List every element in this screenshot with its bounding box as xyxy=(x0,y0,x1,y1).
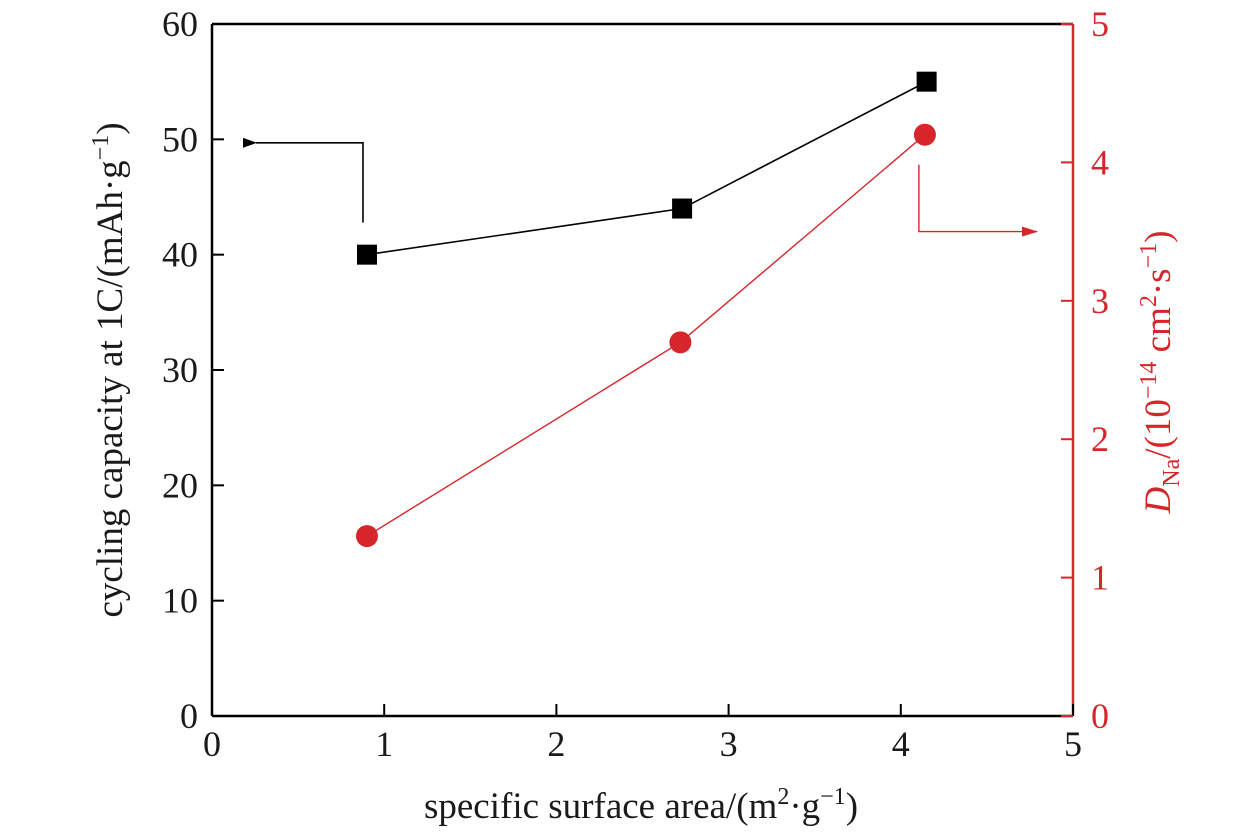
series-1-circle-marker xyxy=(669,331,692,354)
x-title-mid: ·g xyxy=(789,786,820,827)
series-0-square-marker xyxy=(356,244,377,265)
y-right-tick-label: 4 xyxy=(1091,142,1109,182)
y-left-tick-label: 20 xyxy=(162,465,198,505)
y-right-title-prefix: /(10 xyxy=(1138,399,1179,459)
series-1-circle-marker xyxy=(913,123,936,146)
y-right-tick-label: 5 xyxy=(1091,4,1109,44)
y-right-tick-label: 3 xyxy=(1091,281,1109,321)
y-right-title-sup2: 2 xyxy=(1136,295,1162,307)
series-0-line xyxy=(366,80,927,256)
y-right-tick-label: 2 xyxy=(1091,419,1109,459)
y-left-title-suffix: ) xyxy=(90,122,131,134)
series-1-circle-marker xyxy=(355,525,378,548)
y-right-tick-label: 0 xyxy=(1091,696,1109,736)
x-title-sup2: −1 xyxy=(820,784,846,810)
left-axis-arrow xyxy=(243,137,364,223)
y-left-title-prefix: cycling capacity at 1C/(mAh·g xyxy=(90,160,131,617)
x-tick-label: 2 xyxy=(547,724,565,764)
y-left-tick-label: 40 xyxy=(162,235,198,275)
y-left-tick-label: 0 xyxy=(180,696,198,736)
y-right-title-sup1: −14 xyxy=(1136,362,1162,400)
x-title-suffix: ) xyxy=(846,786,858,827)
y-left-title-sup: −1 xyxy=(88,135,114,161)
y-left-tick-label: 30 xyxy=(162,350,198,390)
x-title-sup1: 2 xyxy=(777,784,789,810)
y-right-title-sup3: −1 xyxy=(1136,243,1162,269)
x-tick-label: 3 xyxy=(720,724,738,764)
x-tick-label: 0 xyxy=(203,724,221,764)
series-0-square-marker xyxy=(672,198,693,219)
y-left-tick-label: 10 xyxy=(162,581,198,621)
series-0-square-marker xyxy=(916,71,937,92)
y-right-title-symbol: D xyxy=(1138,486,1179,514)
series-1-line xyxy=(366,134,926,537)
y-right-title-mid2: ·s xyxy=(1138,268,1179,295)
x-title-prefix: specific surface area/(m xyxy=(424,786,778,827)
y-right-title-mid: cm xyxy=(1138,307,1179,362)
right-axis-arrow xyxy=(918,164,1038,237)
y-left-tick-label: 60 xyxy=(162,4,198,44)
y-left-tick-label: 50 xyxy=(162,119,198,159)
x-axis-title: specific surface area/(m2·g−1) xyxy=(424,784,858,827)
y-right-tick-label: 1 xyxy=(1091,558,1109,598)
y-right-axis-title: DNa/(10−14 cm2·s−1) xyxy=(1136,231,1185,515)
x-tick-label: 5 xyxy=(1064,724,1082,764)
x-tick-label: 1 xyxy=(375,724,393,764)
y-left-axis-title: cycling capacity at 1C/(mAh·g−1) xyxy=(88,122,131,617)
x-tick-label: 4 xyxy=(892,724,910,764)
y-right-title-suffix: ) xyxy=(1138,231,1179,243)
y-right-title-sub: Na xyxy=(1159,458,1185,486)
